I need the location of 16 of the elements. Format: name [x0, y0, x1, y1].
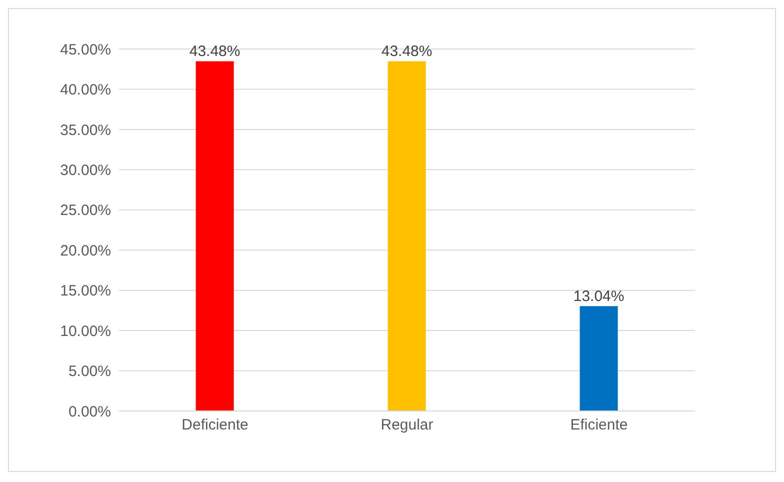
y-tick-label: 0.00%: [68, 403, 111, 420]
y-tick-label: 20.00%: [60, 242, 111, 260]
y-tick-label: 30.00%: [60, 162, 111, 179]
y-tick-label: 45.00%: [60, 41, 111, 58]
y-tick-label: 35.00%: [60, 122, 111, 139]
data-label: 43.48%: [189, 43, 240, 60]
y-tick-label: 25.00%: [60, 202, 111, 220]
data-label: 13.04%: [573, 288, 624, 306]
data-label: 43.48%: [381, 43, 432, 60]
y-tick-label: 10.00%: [60, 322, 111, 340]
y-tick-label: 15.00%: [60, 282, 111, 300]
y-tick-label: 40.00%: [60, 82, 111, 99]
x-tick-label: Deficiente: [182, 416, 248, 434]
y-tick-label: 5.00%: [68, 363, 111, 380]
x-tick-label: Regular: [380, 416, 434, 434]
x-tick-label: Eficiente: [570, 416, 628, 434]
